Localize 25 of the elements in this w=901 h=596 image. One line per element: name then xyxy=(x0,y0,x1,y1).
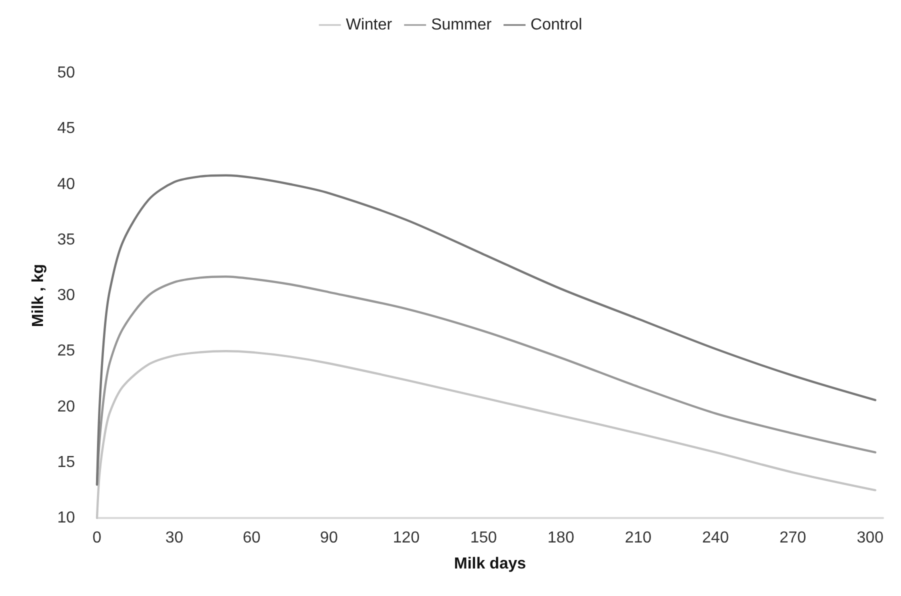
x-tick-label: 120 xyxy=(392,530,420,546)
x-tick-label: 240 xyxy=(702,530,729,546)
x-tick-label: 270 xyxy=(779,530,806,546)
x-tick-label: 300 xyxy=(856,530,884,546)
x-tick-label: 30 xyxy=(165,530,184,546)
y-tick-label: 45 xyxy=(57,120,76,138)
y-tick-label: 25 xyxy=(57,342,76,360)
x-tick-label: 210 xyxy=(624,530,652,546)
x-tick-label: 180 xyxy=(548,530,574,546)
legend-label: Control xyxy=(530,16,582,34)
legend-label: Winter xyxy=(346,16,393,34)
x-tick-label: 90 xyxy=(320,530,338,546)
y-tick-label: 20 xyxy=(57,398,76,416)
y-axis-title: Milk , kg xyxy=(30,264,47,328)
y-tick-label: 40 xyxy=(57,176,76,193)
y-tick-label: 30 xyxy=(57,287,76,304)
x-tick-label: 150 xyxy=(470,530,498,546)
y-tick-label: 10 xyxy=(57,510,76,526)
y-tick-label: 50 xyxy=(57,64,76,82)
legend-label: Summer xyxy=(431,16,492,34)
x-axis-title: Milk days xyxy=(454,556,526,572)
y-tick-label: 15 xyxy=(57,454,76,471)
y-tick-label: 35 xyxy=(57,231,76,248)
x-tick-label: 0 xyxy=(92,530,102,546)
x-tick-label: 60 xyxy=(242,530,261,546)
